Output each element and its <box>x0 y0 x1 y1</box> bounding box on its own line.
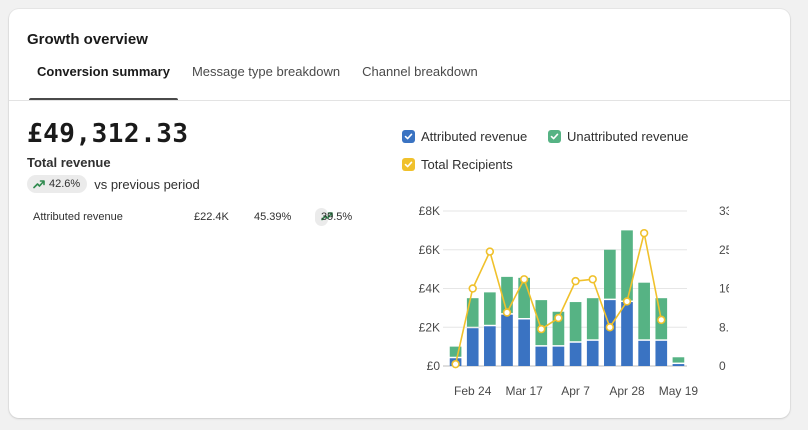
metric-label: Attributed revenue <box>33 211 123 223</box>
y-right-tick-label: 33.6K <box>719 204 729 218</box>
y-left-tick-label: £2K <box>419 320 440 334</box>
bar-unattributed <box>484 292 496 325</box>
y-right-tick-label: 0 <box>719 359 726 373</box>
x-tick-label: Apr 7 <box>561 384 590 398</box>
y-left-tick-label: £6K <box>419 243 440 257</box>
bar-attributed <box>655 340 668 366</box>
bar-attributed <box>569 342 582 366</box>
bar-unattributed <box>638 282 650 340</box>
revenue-chart: £0 £2K £4K £6K £8K 0 8.4K 16.8K 25.2K 33.6K Feb 24… <box>419 204 729 398</box>
bar-attributed <box>484 326 496 366</box>
change-badge: 42.6% <box>27 175 88 193</box>
recipients-point <box>639 228 649 238</box>
checkbox-icon <box>402 130 415 143</box>
bar-unattributed <box>604 249 616 299</box>
growth-overview-card: Growth overview Conversion summary Messa… <box>9 9 790 418</box>
bar-attributed <box>586 340 599 366</box>
metric-share: 45.39% <box>254 211 292 223</box>
legend-item-recipients[interactable]: Total Recipients <box>402 157 513 172</box>
x-tick-label: Mar 17 <box>505 384 543 398</box>
bar-unattributed <box>518 277 530 318</box>
metric-change-badge: 39.5% <box>315 208 352 226</box>
legend-label: Total Recipients <box>421 157 513 172</box>
metric-change-percent: 39.5% <box>321 211 353 223</box>
legend-label: Attributed revenue <box>421 129 528 144</box>
tab-channel-breakdown[interactable]: Channel breakdown <box>362 64 478 79</box>
y-right-tick-label: 8.4K <box>719 320 729 334</box>
recipients-point <box>502 308 512 317</box>
bar-unattributed <box>672 357 685 363</box>
change-percent: 42.6% <box>49 178 81 190</box>
checkbox-icon <box>402 158 415 171</box>
bar-unattributed <box>586 298 599 340</box>
bar-unattributed <box>449 346 462 357</box>
bar-attributed <box>621 302 633 366</box>
recipients-point <box>485 247 495 256</box>
tab-conversion-summary[interactable]: Conversion summary <box>29 61 178 101</box>
bar-attributed <box>638 340 650 366</box>
total-revenue-label: Total revenue <box>27 155 111 170</box>
bar-attributed <box>672 364 685 366</box>
x-tick-label: Apr 28 <box>609 384 645 398</box>
y-right-tick-label: 16.8K <box>719 282 729 296</box>
recipients-point <box>571 276 580 286</box>
bar-unattributed <box>552 311 565 346</box>
trend-up-icon <box>321 211 333 221</box>
x-tick-label: Feb 24 <box>454 384 492 398</box>
bar-attributed <box>552 346 565 366</box>
y-left-tick-label: £4K <box>419 282 440 296</box>
bar-attributed <box>535 346 548 366</box>
metric-value: £22.4K <box>194 211 229 223</box>
checkbox-icon <box>548 130 561 143</box>
tab-divider <box>9 100 790 101</box>
bar-attributed <box>604 300 616 366</box>
recipients-point <box>588 275 597 284</box>
card-title: Growth overview <box>27 31 148 48</box>
recipients-point <box>519 275 529 284</box>
recipients-point <box>451 359 460 369</box>
legend-label: Unattributed revenue <box>567 129 689 144</box>
metric-row-attributed: Attributed revenue £22.4K 45.39% 39.5% <box>33 208 383 230</box>
total-change-row: 42.6% vs previous period <box>27 175 200 193</box>
recipients-point <box>622 297 632 306</box>
recipients-point <box>605 323 615 332</box>
recipients-point <box>468 284 477 293</box>
recipients-point <box>554 313 563 323</box>
trend-up-icon <box>33 179 45 189</box>
bar-attributed <box>501 314 513 366</box>
change-suffix: vs previous period <box>94 176 200 192</box>
recipients-point <box>657 315 666 325</box>
total-revenue-value: £49,312.33 <box>27 119 189 149</box>
bar-unattributed <box>569 302 582 342</box>
y-left-tick-label: £0 <box>427 359 441 373</box>
recipients-point <box>537 324 546 334</box>
x-tick-label: May 19 <box>659 384 699 398</box>
y-left-tick-label: £8K <box>419 204 440 218</box>
bar-unattributed <box>501 276 513 314</box>
tab-bar: Conversion summary Message type breakdow… <box>29 61 492 101</box>
y-right-tick-label: 25.2K <box>719 243 729 257</box>
bar-unattributed <box>621 230 633 301</box>
legend-item-attributed[interactable]: Attributed revenue <box>402 129 527 144</box>
bar-unattributed <box>466 298 479 327</box>
legend-item-unattributed[interactable]: Unattributed revenue <box>548 129 688 144</box>
bar-attributed <box>518 319 530 366</box>
bar-attributed <box>466 328 479 366</box>
bar-unattributed <box>535 300 548 346</box>
tab-message-type-breakdown[interactable]: Message type breakdown <box>191 64 341 79</box>
